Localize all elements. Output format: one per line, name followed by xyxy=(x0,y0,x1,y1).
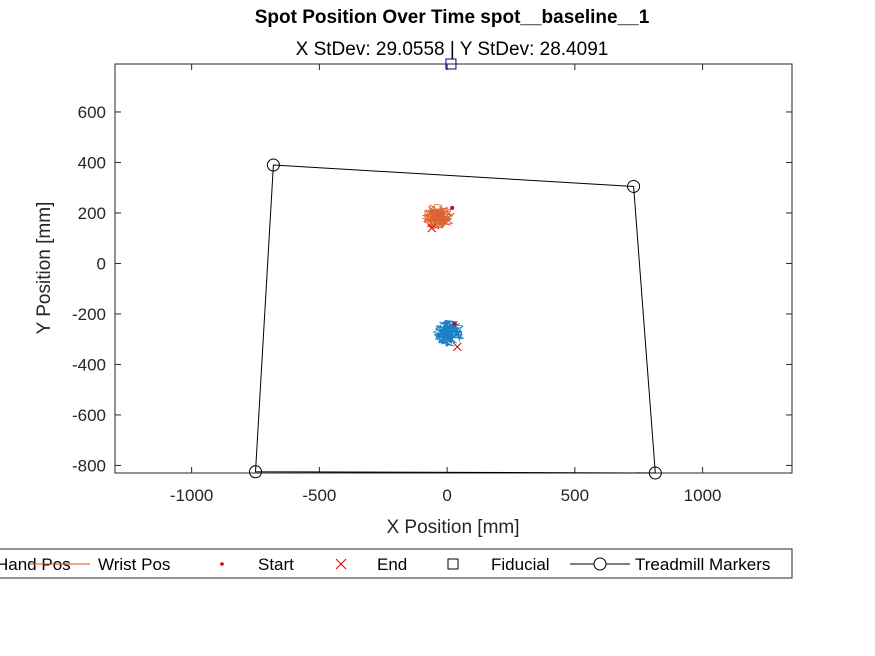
y-axis-ticks: -800 -600 -400 -200 0 200 400 600 xyxy=(72,103,792,475)
x-tick-label: 0 xyxy=(442,486,451,505)
legend-swatch-square xyxy=(447,558,459,570)
y-tick-label: 0 xyxy=(97,254,106,273)
treadmill-marker xyxy=(249,465,263,479)
fiducial-marker xyxy=(445,58,457,70)
y-tick-label: -800 xyxy=(72,456,106,475)
chart-marks xyxy=(249,58,662,480)
x-tick-label: -500 xyxy=(302,486,336,505)
chart-title: Spot Position Over Time spot__baseline__… xyxy=(255,7,650,28)
y-tick-label: -600 xyxy=(72,406,106,425)
chart-subtitle: X StDev: 29.0558 | Y StDev: 28.4091 xyxy=(296,39,609,60)
treadmill-outline xyxy=(254,164,656,474)
start-point xyxy=(452,322,457,327)
plot-area xyxy=(114,63,793,474)
y-tick-label: -200 xyxy=(72,305,106,324)
end-point xyxy=(427,223,437,233)
end-point xyxy=(452,342,462,352)
legend-label: Treadmill Markers xyxy=(635,555,770,574)
treadmill-marker xyxy=(266,158,280,172)
treadmill-marker xyxy=(627,179,641,193)
x-tick-label: 500 xyxy=(561,486,589,505)
y-axis-label: Y Position [mm] xyxy=(34,202,55,335)
legend-label: Wrist Pos xyxy=(98,555,170,574)
legend-box xyxy=(0,548,793,579)
trajectory-wrist xyxy=(422,204,455,230)
x-tick-label: 1000 xyxy=(684,486,722,505)
legend-swatch-dot xyxy=(220,562,224,566)
x-axis-ticks: -1000 -500 0 500 1000 xyxy=(170,64,722,505)
x-axis-label: X Position [mm] xyxy=(386,517,519,538)
legend-swatch-circle xyxy=(593,557,607,571)
start-point xyxy=(450,205,455,210)
y-tick-label: 200 xyxy=(78,204,106,223)
legend-swatch-cross xyxy=(335,558,347,570)
y-tick-label: 600 xyxy=(78,103,106,122)
trajectory-hand xyxy=(432,319,465,348)
y-tick-label: -400 xyxy=(72,355,106,374)
legend-label: End xyxy=(377,555,407,574)
legend: Hand Pos Wrist Pos Start End Fiducial Treadmi… xyxy=(0,548,793,579)
legend-label: Fiducial xyxy=(491,555,550,574)
y-tick-label: 400 xyxy=(78,153,106,172)
x-tick-label: -1000 xyxy=(170,486,213,505)
legend-label: Start xyxy=(258,555,294,574)
treadmill-marker xyxy=(648,466,662,480)
